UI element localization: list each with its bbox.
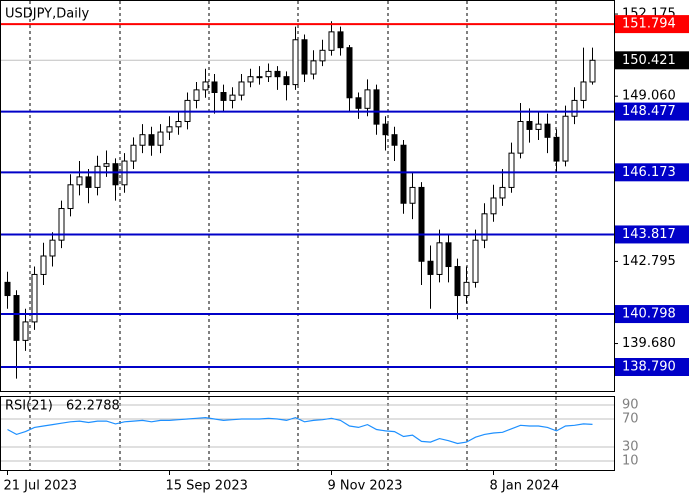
rsi-line [7, 416, 593, 445]
current-price-box [615, 51, 689, 70]
candle-body [517, 121, 524, 154]
y-tick-label: 149.060 [622, 89, 676, 104]
level-box [615, 305, 689, 324]
candle-body [247, 76, 254, 83]
candle-body [355, 97, 362, 109]
rsi-panel [0, 396, 615, 471]
candle-body [157, 131, 164, 146]
candle-body [508, 152, 515, 188]
x-tick-label: 8 Jan 2024 [490, 479, 560, 494]
candle-body [112, 163, 119, 186]
candle-body [319, 49, 326, 62]
rsi-value: 62.2788 [66, 399, 120, 414]
candle-body [472, 239, 479, 283]
candle-body [400, 144, 407, 204]
level-box [615, 225, 689, 244]
level-label: 146.173 [622, 165, 676, 180]
candle-body [526, 121, 533, 130]
level-label: 151.794 [622, 17, 676, 32]
candle-body [382, 123, 389, 136]
y-tick-label: 139.680 [622, 336, 676, 351]
candle-body [490, 197, 497, 215]
candle-body [571, 99, 578, 117]
candle-body [211, 81, 218, 94]
candle-body [193, 89, 200, 101]
candle-body [139, 134, 146, 146]
rsi-title: RSI(21) [5, 399, 53, 414]
candle-body [292, 39, 299, 86]
rsi-tick-label: 70 [622, 412, 639, 427]
candle-body [544, 123, 551, 138]
current-price-label: 150.421 [622, 53, 676, 68]
candle-body [40, 255, 47, 275]
level-label: 143.817 [622, 227, 676, 242]
candle-body [130, 144, 137, 162]
candle-body [553, 136, 560, 162]
candle-body [166, 126, 173, 133]
candle-body [373, 89, 380, 125]
candle-body [391, 134, 398, 146]
candle-body [229, 94, 236, 101]
candle-body [274, 70, 281, 78]
candle-body [409, 186, 416, 204]
level-box [615, 15, 689, 34]
candle-body [481, 213, 488, 241]
candle-body [238, 81, 245, 96]
rsi-tick-label: 90 [622, 398, 639, 413]
level-box [615, 358, 689, 377]
x-tick-label: 9 Nov 2023 [328, 479, 403, 494]
candle-body [418, 186, 425, 262]
candle-body [346, 47, 353, 99]
candle-body [337, 31, 344, 49]
candle-body [445, 242, 452, 268]
candle-body [463, 281, 470, 297]
x-tick-label: 21 Jul 2023 [4, 479, 78, 494]
candle-body [67, 184, 74, 210]
level-label: 138.790 [622, 360, 676, 375]
candle-body [4, 281, 11, 297]
level-box [615, 102, 689, 121]
chart-title: USDJPY,Daily [5, 7, 89, 22]
y-tick-label: 142.795 [622, 254, 676, 269]
candle-body [58, 208, 65, 241]
candle-body [148, 134, 155, 146]
candle-body [85, 176, 92, 188]
candle-body [364, 89, 371, 109]
candle-body [589, 59, 596, 83]
candle-body [175, 121, 182, 128]
candle-body [31, 273, 38, 323]
candle-body [580, 81, 587, 101]
level-label: 140.798 [622, 307, 676, 322]
candle-body [328, 31, 335, 51]
candle-body [202, 81, 209, 91]
candle-body [256, 76, 263, 79]
candle-body [103, 163, 110, 167]
rsi-tick-label: 10 [622, 454, 639, 469]
candle-body [499, 186, 506, 199]
vertical-grid [29, 1, 557, 470]
rsi-tick-label: 30 [622, 440, 639, 455]
candle-body [427, 260, 434, 275]
candle-body [76, 176, 83, 186]
candle-body [22, 321, 29, 341]
candle-body [265, 70, 272, 78]
candle-body [535, 123, 542, 130]
candle-body [94, 165, 101, 188]
candle-body [301, 39, 308, 75]
candle-body [562, 115, 569, 162]
level-label: 148.477 [622, 104, 676, 119]
candle-body [283, 76, 290, 86]
level-box [615, 163, 689, 182]
candle-body [454, 266, 461, 297]
x-tick-label: 15 Sep 2023 [166, 479, 248, 494]
candle-body [13, 295, 20, 341]
candle-body [49, 239, 56, 257]
candle-body [220, 92, 227, 101]
candle-body [436, 242, 443, 275]
candle-body [310, 60, 317, 75]
